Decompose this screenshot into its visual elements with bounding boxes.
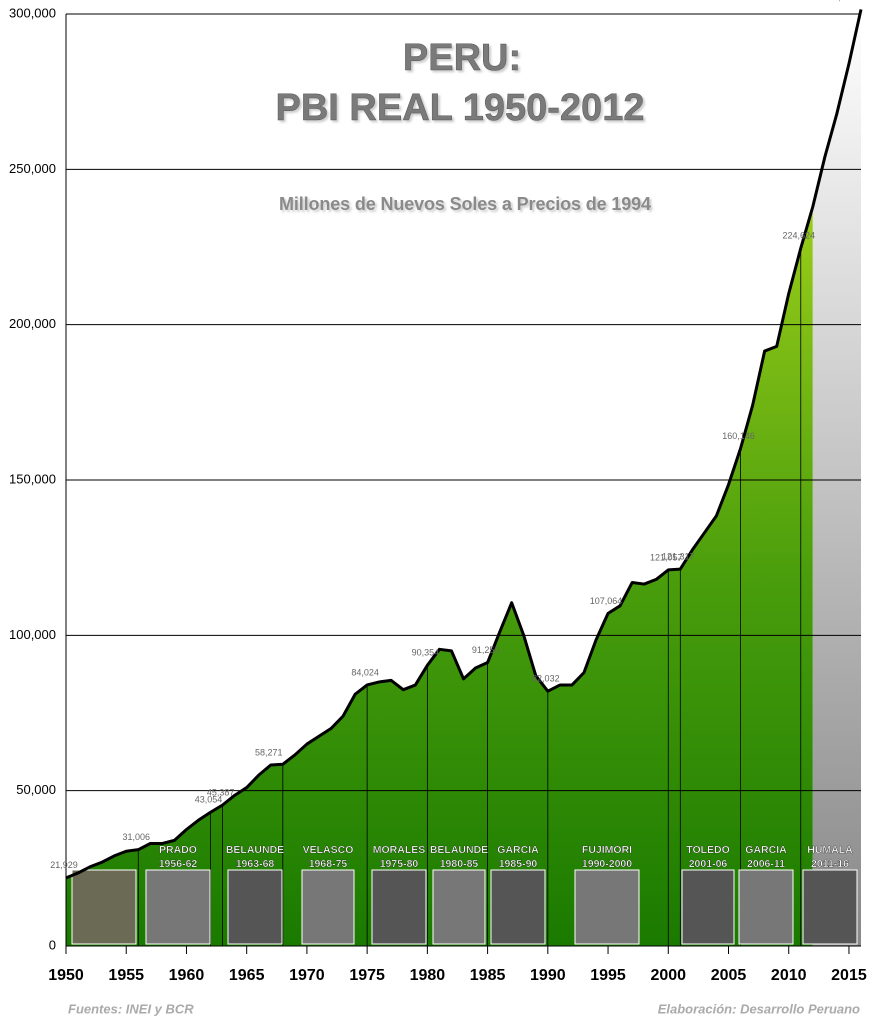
photo <box>371 869 427 945</box>
units-label: Millones de Nuevos Soles a Precios de 19… <box>279 194 651 214</box>
credit: Elaboración: Desarrollo Peruano <box>658 1001 860 1016</box>
photo <box>574 869 640 945</box>
photo <box>432 869 486 945</box>
chart-title: PERU: <box>403 37 521 79</box>
period-name: VELASCO <box>303 844 354 856</box>
data-label: 91,250 <box>472 645 500 655</box>
period-name: BELAUNDE <box>226 844 284 856</box>
x-tick-label: 2005 <box>711 967 747 984</box>
period-name: HUMALA <box>807 844 853 856</box>
data-label: 82,032 <box>532 674 560 684</box>
data-label: 43,054 <box>195 795 223 805</box>
chart-subtitle: PBI REAL 1950-2012 <box>276 87 645 129</box>
y-tick-label: 250,000 <box>9 161 56 176</box>
x-tick-label: 2015 <box>831 967 867 984</box>
data-label: 301,474ᵉ <box>823 0 860 2</box>
data-label: 84,024 <box>351 667 379 677</box>
estimate-fill <box>812 9 861 946</box>
y-tick-label: 150,000 <box>9 471 56 486</box>
data-label: 21,929 <box>50 860 78 870</box>
x-tick-label: 1975 <box>349 967 385 984</box>
period-years: 2006-11 <box>747 858 785 870</box>
x-tick-label: 1980 <box>410 967 446 984</box>
x-tick-label: 2000 <box>650 967 686 984</box>
data-label: 90,354 <box>412 648 440 658</box>
x-tick-label: 1960 <box>169 967 205 984</box>
data-label: 121,057 <box>650 552 683 562</box>
photo <box>145 869 211 945</box>
period-years: 1963-68 <box>236 858 275 870</box>
photo <box>490 869 546 945</box>
data-label: 45,387 <box>207 787 235 797</box>
data-label: 31,006 <box>123 832 151 842</box>
period-years: 1985-90 <box>499 858 538 870</box>
data-label: 121,317 <box>662 551 695 561</box>
period-years: 2011-16 <box>811 858 849 870</box>
x-tick-label: 2010 <box>771 967 807 984</box>
period-years: 1990-2000 <box>582 858 632 870</box>
period-name: PRADO <box>159 844 197 856</box>
y-tick-label: 0 <box>49 937 56 952</box>
photo <box>738 869 794 945</box>
period-name: BELAUNDE <box>430 844 488 856</box>
x-tick-label: 1965 <box>229 967 265 984</box>
x-tick-label: 1985 <box>470 967 506 984</box>
x-tick-label: 1990 <box>530 967 566 984</box>
area-fill <box>66 206 813 946</box>
period-years: 1975-80 <box>380 858 419 870</box>
plot: 0 50,000 100,000 150,000 200,000 250,000 300,0… <box>9 0 867 984</box>
period-years: 1980-85 <box>440 858 479 870</box>
photo <box>301 869 355 945</box>
period-name: FUJIMORI <box>582 844 632 856</box>
line <box>65 9 863 880</box>
y-tick-label: 100,000 <box>9 627 56 642</box>
photo <box>227 869 283 945</box>
x-tick-label: 1955 <box>108 967 144 984</box>
period-name: GARCIA <box>497 844 539 856</box>
y-tick-label: 200,000 <box>9 316 56 331</box>
photo <box>71 869 137 945</box>
period-name: MORALES <box>373 844 426 856</box>
photo <box>802 869 858 945</box>
y-tick-label: 300,000 <box>9 5 56 20</box>
period-name: GARCIA <box>745 844 787 856</box>
source: Fuentes: INEI y BCR <box>68 1001 194 1016</box>
period-years: 1956-62 <box>159 858 198 870</box>
data-label: 107,064 <box>590 596 623 606</box>
data-label: 160,146 <box>722 431 755 441</box>
data-label: 224,624 <box>782 231 815 241</box>
period-years: 1968-75 <box>309 858 348 870</box>
x-tick-label: 1970 <box>289 967 325 984</box>
period-name: TOLEDO <box>686 844 730 856</box>
y-tick-label: 50,000 <box>16 782 56 797</box>
x-tick-label: 1995 <box>590 967 626 984</box>
x-tick-label: 1950 <box>48 967 84 984</box>
data-label: 58,271 <box>255 747 283 757</box>
period-years: 2001-06 <box>689 858 728 870</box>
photo <box>681 869 735 945</box>
